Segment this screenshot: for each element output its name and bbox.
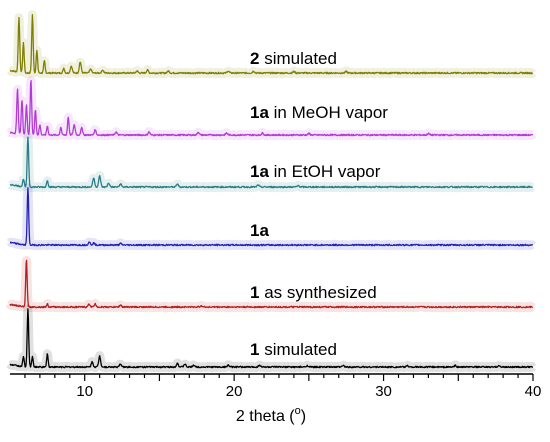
series-2-label-bold: 1a bbox=[250, 162, 269, 181]
x-tick-label: 30 bbox=[375, 383, 392, 400]
series-layer bbox=[5, 10, 537, 373]
x-axis-title-main: 2 theta ( bbox=[236, 408, 295, 425]
series-5-label-rest: simulated bbox=[259, 340, 336, 359]
series-0-label-bold: 2 bbox=[250, 49, 259, 68]
series-4-line bbox=[9, 259, 533, 309]
series-5 bbox=[5, 304, 537, 373]
series-5-label-bold: 1 bbox=[250, 340, 259, 359]
series-5-label: 1 simulated bbox=[250, 340, 337, 359]
series-1-label-bold: 1a bbox=[250, 103, 269, 122]
series-3-line bbox=[9, 187, 534, 247]
x-axis-title: 2 theta (o) bbox=[236, 405, 306, 425]
series-3-label: 1a bbox=[250, 221, 269, 240]
series-1-label: 1a in MeOH vapor bbox=[250, 103, 388, 122]
series-1-label-rest: in MeOH vapor bbox=[269, 103, 388, 122]
x-axis-title-end: ) bbox=[301, 408, 306, 425]
series-2-line bbox=[9, 136, 533, 189]
series-2 bbox=[5, 132, 537, 193]
series-4-label: 1 as synthesized bbox=[250, 283, 377, 302]
series-0-label-rest: simulated bbox=[259, 49, 336, 68]
series-5-line bbox=[9, 308, 534, 369]
x-tick-label: 40 bbox=[525, 383, 542, 400]
series-3-band bbox=[5, 183, 537, 251]
series-4-label-rest: as synthesized bbox=[259, 283, 376, 302]
series-2-label-rest: in EtOH vapor bbox=[269, 162, 381, 181]
series-0-label: 2 simulated bbox=[250, 49, 337, 68]
series-2-label: 1a in EtOH vapor bbox=[250, 162, 381, 181]
x-tick-label: 20 bbox=[226, 383, 243, 400]
series-1-line bbox=[9, 79, 534, 137]
x-axis-title-superscript: o bbox=[295, 405, 301, 417]
series-3 bbox=[5, 183, 537, 251]
series-3-label-bold: 1a bbox=[250, 221, 269, 240]
series-4-label-bold: 1 bbox=[250, 283, 259, 302]
series-0 bbox=[5, 10, 537, 79]
x-axis: 10 20 30 40 bbox=[10, 373, 542, 400]
series-4 bbox=[5, 255, 537, 313]
x-tick-label: 10 bbox=[76, 383, 93, 400]
series-0-line bbox=[9, 13, 534, 75]
series-1 bbox=[5, 76, 537, 141]
